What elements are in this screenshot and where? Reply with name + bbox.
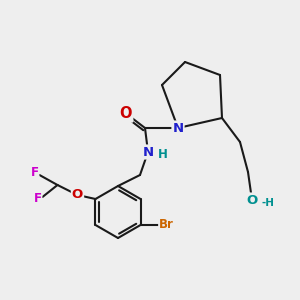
Text: N: N [142,146,154,158]
Text: F: F [34,193,41,206]
Text: O: O [246,194,258,206]
Text: N: N [172,122,184,134]
Text: Br: Br [159,218,174,232]
Text: -H: -H [262,198,275,208]
Text: H: H [158,148,168,161]
Text: O: O [72,188,83,202]
Text: F: F [31,167,38,179]
Text: O: O [120,106,132,122]
